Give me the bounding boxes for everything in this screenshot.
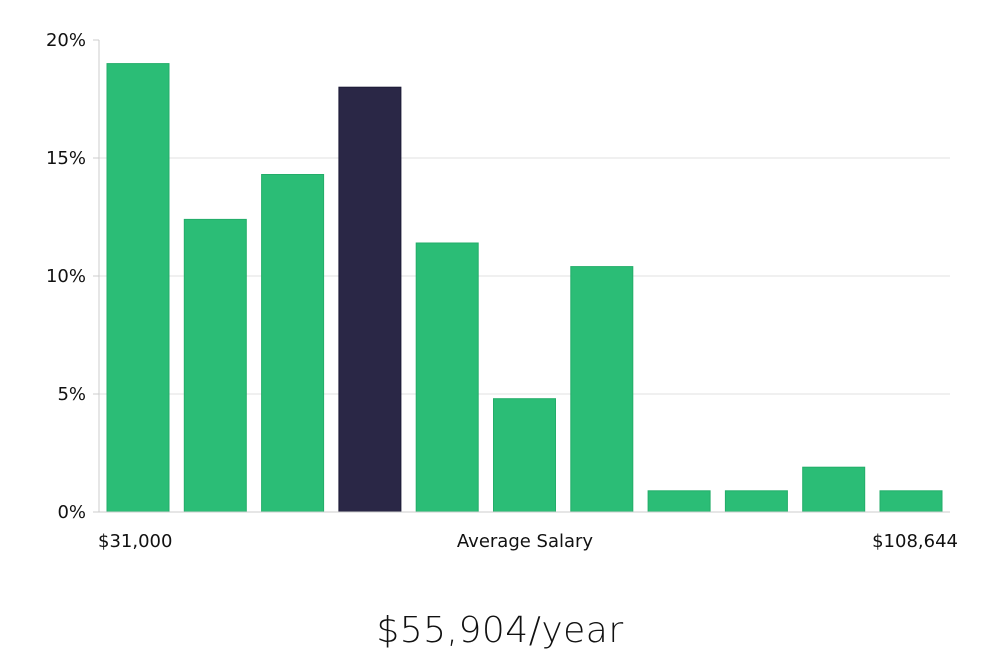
x-axis-title: Average Salary: [457, 531, 594, 552]
bar-10: [879, 490, 943, 513]
bar-8: [724, 490, 788, 513]
y-tick-label-10: 10%: [46, 266, 86, 287]
x-min-label: $31,000: [98, 531, 172, 552]
y-tick-label-5: 5%: [57, 384, 86, 405]
x-max-label: $108,644: [872, 531, 958, 552]
bar-5: [493, 398, 556, 513]
y-tick-label-15: 15%: [46, 148, 86, 169]
bar-9: [802, 466, 866, 513]
bars: [106, 63, 943, 513]
salary-histogram: 0% 5% 10% 15% 20% $31,000 Average Salary…: [46, 30, 958, 552]
bar-1: [183, 218, 247, 513]
average-salary-value: $55,904/year: [376, 610, 624, 651]
bar-7: [647, 490, 711, 513]
y-tick-label-20: 20%: [46, 30, 86, 51]
bar-2: [261, 174, 325, 513]
bar-highlighted: [338, 86, 402, 513]
bar-4: [415, 242, 479, 513]
bar-0: [106, 63, 170, 513]
y-axis-ticks: 0% 5% 10% 15% 20%: [46, 30, 86, 523]
bar-6: [570, 266, 634, 513]
y-tick-label-0: 0%: [57, 502, 86, 523]
